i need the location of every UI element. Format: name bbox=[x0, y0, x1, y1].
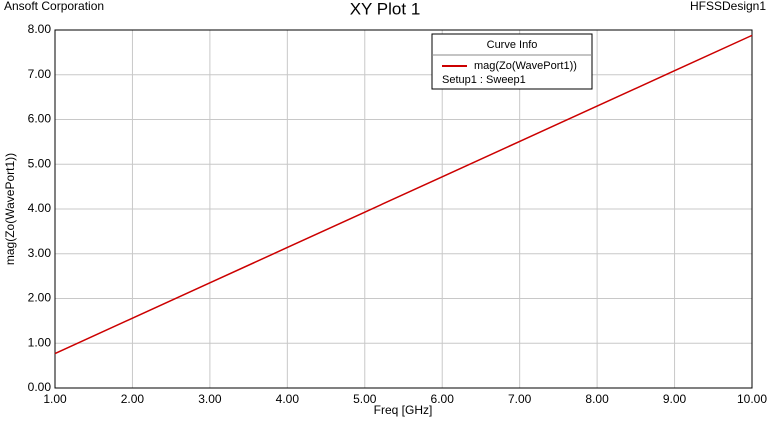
plot-area: 1.00 2.00 3.00 4.00 5.00 6.00 7.00 8.00 9.00 10.0… bbox=[28, 22, 768, 406]
y-axis-label: mag(Zo(WavePort1)) bbox=[3, 153, 17, 265]
x-tick-label: 1.00 bbox=[43, 392, 67, 406]
y-tick-label: 4.00 bbox=[28, 201, 52, 215]
x-tick-label: 5.00 bbox=[353, 392, 377, 406]
y-tick-label: 8.00 bbox=[28, 22, 52, 36]
y-tick-label: 5.00 bbox=[28, 156, 52, 170]
x-tick-label: 4.00 bbox=[276, 392, 300, 406]
x-tick-label: 2.00 bbox=[121, 392, 145, 406]
x-tick-label: 6.00 bbox=[431, 392, 455, 406]
y-tick-label: 1.00 bbox=[28, 335, 52, 349]
chart-title: XY Plot 1 bbox=[350, 0, 421, 18]
x-axis-label: Freq [GHz] bbox=[374, 403, 433, 417]
x-tick-label: 10.00 bbox=[737, 392, 767, 406]
y-tick-label: 2.00 bbox=[28, 291, 52, 305]
y-tick-label: 3.00 bbox=[28, 246, 52, 260]
x-tick-label: 7.00 bbox=[508, 392, 532, 406]
plot-frame bbox=[54, 29, 753, 389]
y-tick-label: 7.00 bbox=[28, 67, 52, 81]
legend: Curve Info mag(Zo(WavePort1)) Setup1 : S… bbox=[431, 33, 593, 90]
legend-entry: mag(Zo(WavePort1)) bbox=[474, 60, 577, 72]
data-line bbox=[54, 34, 753, 355]
legend-setup: Setup1 : Sweep1 bbox=[442, 74, 526, 86]
header-right: HFSSDesign1 bbox=[690, 0, 766, 13]
x-tick-label: 3.00 bbox=[198, 392, 222, 406]
legend-box bbox=[431, 33, 593, 90]
x-tick-label: 8.00 bbox=[585, 392, 609, 406]
legend-title: Curve Info bbox=[487, 39, 538, 51]
y-tick-label: 0.00 bbox=[28, 380, 52, 394]
x-tick-label: 9.00 bbox=[663, 392, 687, 406]
header-left: Ansoft Corporation bbox=[4, 0, 104, 13]
y-tick-label: 6.00 bbox=[28, 112, 52, 126]
